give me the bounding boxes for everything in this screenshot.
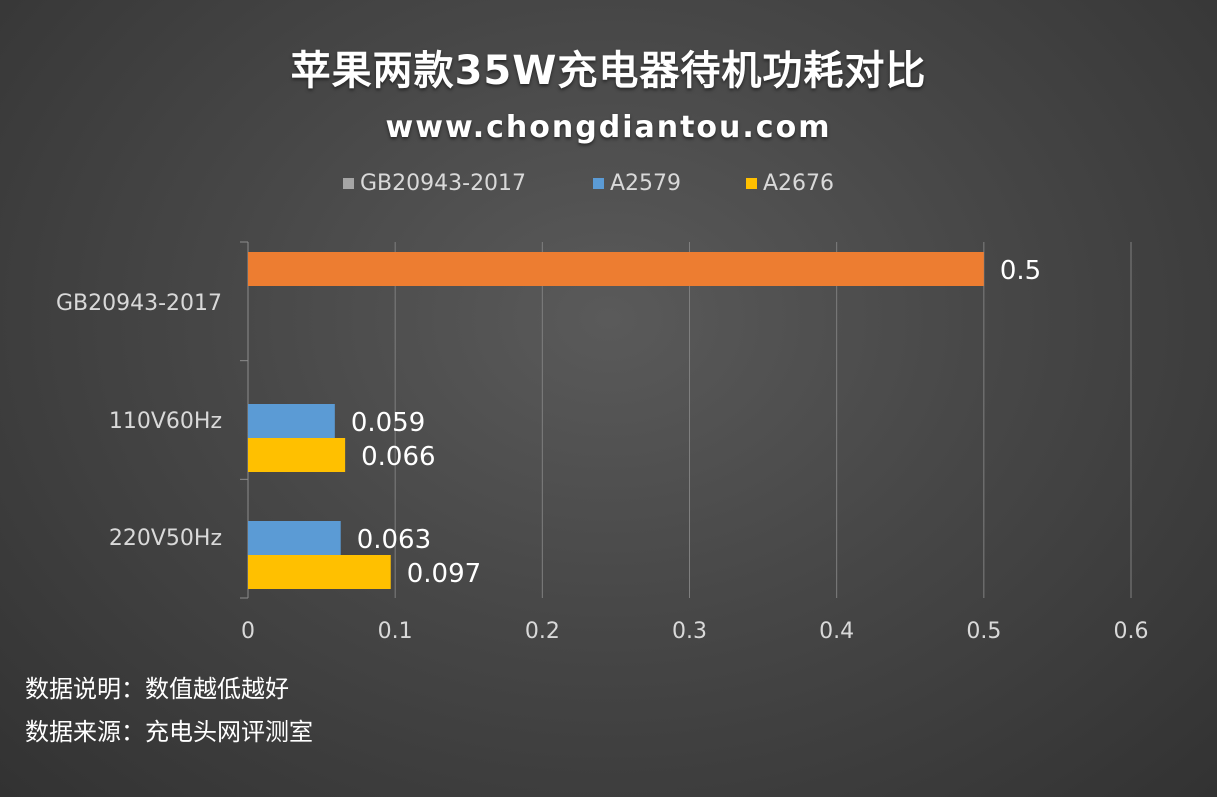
- legend-item-gb20943: GB20943-2017: [343, 171, 526, 196]
- data-label: 0.097: [407, 559, 481, 589]
- x-tick-label: 0: [241, 619, 255, 644]
- bar: [248, 404, 335, 438]
- category-label: GB20943-2017: [56, 291, 222, 316]
- note-source: 数据来源：充电头网评测室: [25, 718, 313, 746]
- x-tick-label: 0.2: [525, 619, 560, 644]
- chart-notes: 数据说明：数值越低越好 数据来源：充电头网评测室: [25, 668, 313, 754]
- bar: [248, 438, 346, 472]
- data-label: 0.063: [357, 525, 431, 555]
- legend-item-a2676: A2676: [746, 171, 834, 196]
- bar: [248, 252, 984, 286]
- note-explanation: 数据说明：数值越低越好: [25, 675, 289, 703]
- legend-label-a2579: A2579: [610, 170, 682, 196]
- x-tick-label: 0.6: [1114, 619, 1149, 644]
- bar: [248, 555, 391, 589]
- data-label: 0.066: [361, 442, 435, 472]
- legend-swatch-a2676: [746, 177, 757, 189]
- x-tick-label: 0.3: [672, 619, 707, 644]
- legend-label-a2676: A2676: [763, 170, 835, 196]
- x-tick-label: 0.5: [966, 619, 1001, 644]
- bar: [248, 521, 341, 555]
- chart-title: 苹果两款35W充电器待机功耗对比: [290, 48, 927, 94]
- x-tick-label: 0.4: [819, 619, 854, 644]
- data-label: 0.5: [1000, 256, 1041, 286]
- category-label: 220V50Hz: [109, 526, 222, 551]
- legend-item-a2579: A2579: [593, 171, 681, 196]
- chart-subtitle: www.chongdiantou.com: [385, 110, 832, 145]
- legend-label-gb20943: GB20943-2017: [360, 170, 527, 196]
- category-label: 110V60Hz: [109, 409, 222, 434]
- x-tick-label: 0.1: [378, 619, 413, 644]
- legend-swatch-gb20943: [343, 177, 354, 189]
- data-label: 0.059: [351, 408, 425, 438]
- legend-swatch-a2579: [593, 177, 604, 189]
